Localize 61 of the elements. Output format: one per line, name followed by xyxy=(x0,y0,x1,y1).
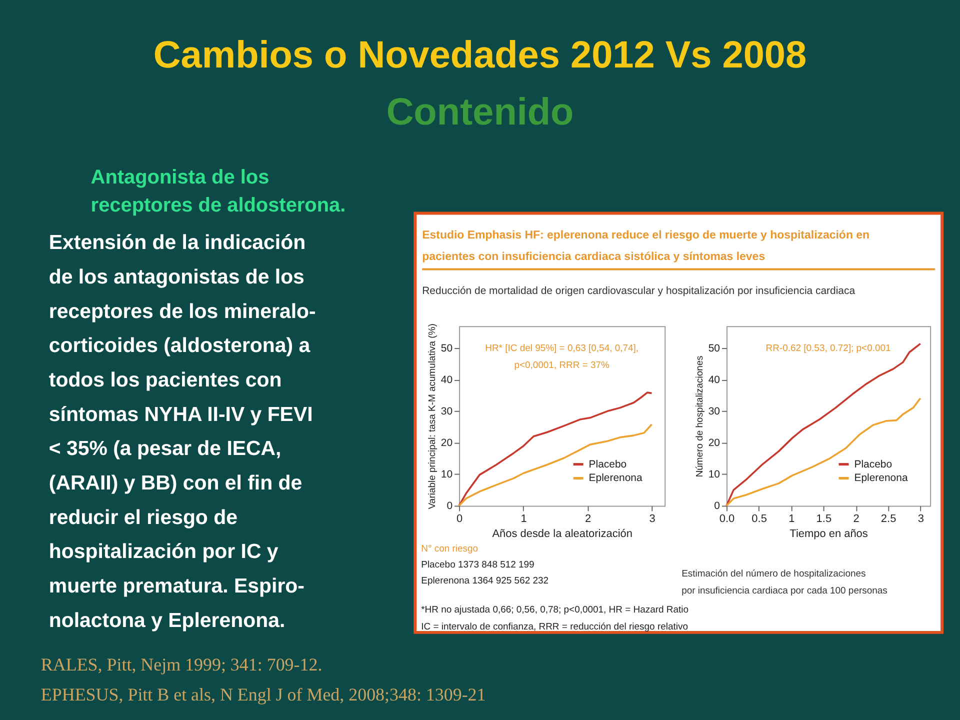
text: Extensión de la indicación xyxy=(48,231,306,254)
y-tick-label: 20 xyxy=(708,438,720,450)
legend-label: Eplerenona xyxy=(854,473,908,484)
text: < 35% (a pesar de IECA, xyxy=(48,437,282,460)
text: Placebo 1373 848 512 199 xyxy=(421,560,534,571)
text: corticoides (aldosterona) a xyxy=(48,334,311,358)
x-axis-title: Años desde la aleatorización xyxy=(492,528,632,540)
text: EPHESUS, Pitt B et als, N Engl J of Med, 2008;348: 1309-21 xyxy=(40,684,486,704)
line-series xyxy=(726,342,922,507)
text: hospitalización por IC y xyxy=(48,540,279,564)
text: todos los pacientes con xyxy=(48,368,282,392)
x-tick-label: 1 xyxy=(520,513,527,526)
y-tick-label: 30 xyxy=(440,406,453,418)
line-series xyxy=(458,392,653,507)
text: Antagonista de los receptores de aldosterona. xyxy=(90,166,346,216)
x-tick-label: 3 xyxy=(918,513,924,526)
text: (ARAII) y BB) con el fin de xyxy=(48,472,302,495)
y-tick-label: 40 xyxy=(708,375,720,386)
text: nolactona y Eplerenona. xyxy=(48,608,286,632)
text: Cambios o Novedades 2012 Vs 2008 xyxy=(153,34,807,77)
text: de los antagonistas de los xyxy=(48,266,304,289)
legend-label: Eplerenona xyxy=(588,473,642,484)
x-tick-label: 0 xyxy=(456,513,463,526)
x-tick-label: 1 xyxy=(788,513,795,526)
x-tick-label: 2.5 xyxy=(880,513,896,526)
x-tick-label: 3 xyxy=(649,513,656,526)
x-tick-label: 2 xyxy=(584,513,592,526)
legend-label: Placebo xyxy=(854,459,892,470)
annotation: HR* [IC del 95%] = 0,63 [0,54, 0,74], p<0,0001, RRR = 37% xyxy=(485,343,639,371)
chart-title: Estudio Emphasis HF: eplerenona reduce el riesgo de muerte y hospitalización en pacientes con insuficiencia cardiaca sistólica y síntomas leves xyxy=(422,229,870,264)
text: muerte prematura. Espiro- xyxy=(48,574,304,598)
chart-subtitle: Reducción de mortalidad de origen cardiovascular y hospitalización por insuficiencia cardiaca xyxy=(422,286,856,298)
text: receptores de los mineralo- xyxy=(48,300,316,323)
x-tick-label: 1.5 xyxy=(816,513,832,526)
y-tick-label: 50 xyxy=(708,344,720,355)
text: RALES, Pitt, Nejm 1999; 341: 709-12. xyxy=(40,654,322,674)
text: *HR no ajustada 0,66; 0,56, 0,78; p<0,0001, HR = Hazard Ratio IC = intervalo de confianza, RRR = reducción del riesgo relativo xyxy=(421,604,689,632)
y-tick-label: 0 xyxy=(446,501,453,512)
line-series xyxy=(458,423,653,507)
y-tick-label: 10 xyxy=(708,470,720,481)
y-tick-label: 0 xyxy=(714,501,720,512)
y-axis-title: Número de hospitalizaciones xyxy=(694,355,706,478)
y-tick-label: 50 xyxy=(440,344,453,355)
text: reducir el riesgo de xyxy=(48,506,238,529)
y-axis-title: Variable principal: tasa K-M acumulativa (%) xyxy=(426,324,438,510)
y-tick-label: 40 xyxy=(440,375,453,386)
line-series xyxy=(726,397,922,507)
legend-label: Placebo xyxy=(588,459,627,470)
x-tick-label: 0.0 xyxy=(719,513,735,526)
annotation: RR-0.62 [0.53, 0.72]; p<0.001 xyxy=(766,343,891,354)
text: N° con riesgo xyxy=(421,544,478,555)
x-tick-label: 0.5 xyxy=(752,513,767,526)
y-tick-label: 10 xyxy=(440,470,453,481)
text: Estimación del número de hospitalizaciones por insuficiencia cardiaca por cada 100 personas xyxy=(682,568,888,597)
text: síntomas NYHA II-IV y FEVI xyxy=(48,402,313,426)
text: Contenido xyxy=(386,91,574,134)
y-tick-label: 20 xyxy=(440,438,453,450)
x-axis-title: Tiempo en años xyxy=(790,528,868,540)
x-tick-label: 2 xyxy=(853,513,860,526)
y-tick-label: 30 xyxy=(708,406,720,418)
text: Eplerenona 1364 925 562 232 xyxy=(421,576,549,587)
